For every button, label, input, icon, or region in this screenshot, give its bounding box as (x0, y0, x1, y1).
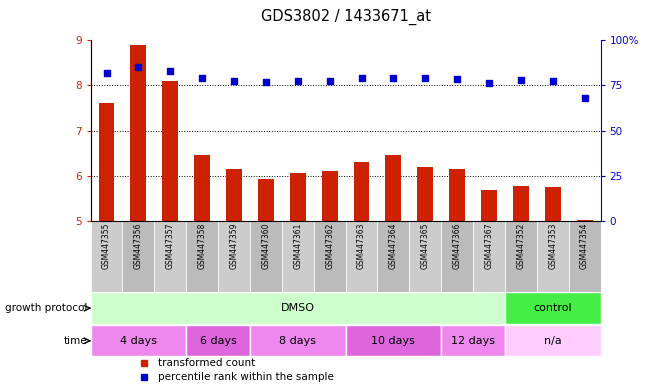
Text: DMSO: DMSO (280, 303, 315, 313)
Bar (346, 221, 377, 292)
Text: growth protocol: growth protocol (5, 303, 87, 313)
Text: GSM447360: GSM447360 (262, 223, 270, 270)
Bar (545, 187, 561, 221)
Bar (250, 221, 282, 292)
Text: GDS3802 / 1433671_at: GDS3802 / 1433671_at (260, 9, 431, 25)
Bar (313, 221, 346, 292)
Bar (346, 325, 441, 356)
Point (548, 78, 558, 84)
Bar (481, 190, 497, 221)
Point (101, 70, 112, 76)
Bar (321, 171, 338, 221)
Text: GSM447363: GSM447363 (357, 223, 366, 270)
Point (133, 64, 144, 71)
Bar (130, 45, 146, 221)
Bar (417, 167, 433, 221)
Bar (250, 325, 346, 356)
Bar (505, 221, 537, 292)
Point (356, 75, 367, 81)
Point (324, 78, 335, 84)
Bar (442, 325, 505, 356)
Bar (226, 169, 242, 221)
Point (229, 78, 240, 84)
Text: time: time (64, 336, 87, 346)
Point (579, 95, 590, 101)
Bar (505, 293, 601, 324)
Text: GSM447352: GSM447352 (517, 223, 525, 269)
Text: GSM447365: GSM447365 (421, 223, 429, 270)
Text: 8 days: 8 days (279, 336, 316, 346)
Text: GSM447367: GSM447367 (484, 223, 493, 270)
Point (420, 75, 431, 81)
Bar (354, 162, 370, 221)
Bar (162, 81, 178, 221)
Bar (377, 221, 409, 292)
Point (452, 76, 462, 82)
Bar (576, 220, 592, 221)
Point (484, 79, 495, 86)
Bar (258, 179, 274, 221)
Text: GSM447356: GSM447356 (134, 223, 143, 270)
Point (197, 75, 207, 81)
Bar (290, 174, 306, 221)
Text: GSM447359: GSM447359 (229, 223, 238, 270)
Text: GSM447361: GSM447361 (293, 223, 302, 269)
Text: GSM447355: GSM447355 (102, 223, 111, 270)
Bar (442, 221, 473, 292)
Text: 12 days: 12 days (451, 336, 495, 346)
Bar (154, 221, 186, 292)
Bar (99, 104, 115, 221)
Text: 6 days: 6 days (200, 336, 236, 346)
Text: GSM447354: GSM447354 (580, 223, 589, 270)
Bar (91, 221, 123, 292)
Bar (513, 185, 529, 221)
Bar (385, 156, 401, 221)
Bar (409, 221, 442, 292)
Point (388, 75, 399, 81)
Point (515, 77, 526, 83)
Bar (186, 221, 218, 292)
Text: GSM447362: GSM447362 (325, 223, 334, 269)
Text: GSM447353: GSM447353 (548, 223, 557, 270)
Text: GSM447364: GSM447364 (389, 223, 398, 270)
Bar (568, 221, 601, 292)
Bar (218, 221, 250, 292)
Bar (194, 156, 210, 221)
Bar (186, 325, 250, 356)
Text: 10 days: 10 days (372, 336, 415, 346)
Text: transformed count: transformed count (158, 358, 255, 368)
Point (293, 78, 303, 84)
Text: percentile rank within the sample: percentile rank within the sample (158, 372, 334, 382)
Text: control: control (533, 303, 572, 313)
Bar (505, 325, 601, 356)
Bar (537, 221, 568, 292)
Text: n/a: n/a (544, 336, 562, 346)
Bar (123, 221, 154, 292)
Bar (91, 293, 505, 324)
Bar (473, 221, 505, 292)
Bar (91, 325, 186, 356)
Point (260, 79, 271, 85)
Text: GSM447358: GSM447358 (198, 223, 207, 269)
Bar (449, 169, 465, 221)
Text: GSM447366: GSM447366 (453, 223, 462, 270)
Text: 4 days: 4 days (120, 336, 157, 346)
Text: GSM447357: GSM447357 (166, 223, 174, 270)
Point (165, 68, 176, 74)
Bar (282, 221, 313, 292)
